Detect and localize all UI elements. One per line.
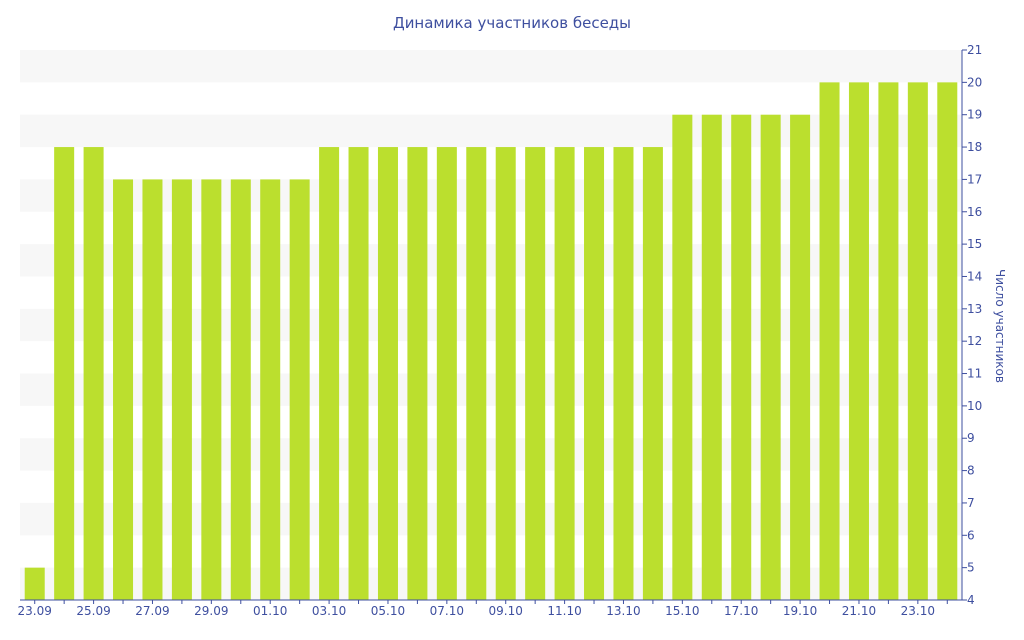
x-tick-label: 29.09 bbox=[194, 604, 228, 618]
bar bbox=[731, 114, 752, 601]
y-tick-label: 20 bbox=[967, 75, 982, 89]
y-tick-label: 19 bbox=[967, 108, 982, 122]
bar bbox=[554, 147, 575, 600]
bar bbox=[672, 114, 693, 601]
x-tick-label: 07.10 bbox=[430, 604, 464, 618]
x-tick-label: 05.10 bbox=[371, 604, 405, 618]
bar bbox=[260, 179, 281, 601]
bar bbox=[289, 179, 310, 601]
bar bbox=[142, 179, 163, 601]
bar bbox=[348, 147, 369, 600]
bars bbox=[24, 82, 958, 601]
bar bbox=[466, 147, 487, 600]
y-tick-label: 10 bbox=[967, 399, 982, 413]
bar bbox=[878, 82, 899, 600]
bar bbox=[230, 179, 251, 601]
grid-band bbox=[20, 50, 962, 83]
bar bbox=[642, 147, 663, 600]
y-tick-label: 5 bbox=[967, 561, 975, 575]
y-tick-label: 4 bbox=[967, 593, 975, 607]
y-tick-label: 12 bbox=[967, 334, 982, 348]
y-tick-label: 7 bbox=[967, 496, 975, 510]
y-tick-label: 21 bbox=[967, 43, 982, 57]
bar bbox=[83, 147, 104, 600]
bar bbox=[201, 179, 222, 601]
bar bbox=[54, 147, 75, 600]
y-tick-label: 8 bbox=[967, 464, 975, 478]
y-axis: 4 5 6 7 8 9 10 11 12 13 14 15 16 17 18 19 20 21 bbox=[961, 43, 982, 607]
bar bbox=[319, 147, 340, 600]
bar bbox=[525, 147, 546, 600]
x-axis: 23.09 25.09 27.09 29.09 01.10 03.10 05.10 07.10… bbox=[18, 599, 962, 618]
bar bbox=[407, 147, 428, 600]
bar bbox=[819, 82, 840, 600]
y-tick-label: 11 bbox=[967, 367, 982, 381]
bar bbox=[113, 179, 134, 601]
y-tick-label: 14 bbox=[967, 269, 982, 283]
y-axis-title: Число участников bbox=[993, 269, 1007, 383]
y-tick-label: 9 bbox=[967, 431, 975, 445]
bar bbox=[613, 147, 634, 600]
bar bbox=[937, 82, 958, 600]
bar bbox=[790, 114, 811, 601]
bar bbox=[760, 114, 781, 601]
x-tick-label: 25.09 bbox=[76, 604, 110, 618]
bar bbox=[171, 179, 192, 601]
y-tick-label: 15 bbox=[967, 237, 982, 251]
y-tick-label: 17 bbox=[967, 172, 982, 186]
x-tick-label: 23.09 bbox=[18, 604, 52, 618]
y-tick-label: 13 bbox=[967, 302, 982, 316]
x-tick-label: 03.10 bbox=[312, 604, 346, 618]
bar bbox=[377, 147, 398, 600]
chart-title: Динамика участников беседы bbox=[393, 14, 631, 32]
x-tick-label: 21.10 bbox=[842, 604, 876, 618]
bar bbox=[584, 147, 605, 600]
x-tick-label: 17.10 bbox=[724, 604, 758, 618]
bar bbox=[907, 82, 928, 600]
x-tick-label: 09.10 bbox=[489, 604, 523, 618]
x-tick-label: 19.10 bbox=[783, 604, 817, 618]
x-tick-label: 27.09 bbox=[135, 604, 169, 618]
y-tick-label: 6 bbox=[967, 528, 975, 542]
bar bbox=[436, 147, 457, 600]
y-tick-label: 16 bbox=[967, 205, 982, 219]
x-tick-label: 23.10 bbox=[901, 604, 935, 618]
bar bbox=[24, 567, 45, 600]
bar bbox=[848, 82, 869, 600]
x-tick-label: 15.10 bbox=[665, 604, 699, 618]
x-tick-label: 11.10 bbox=[547, 604, 581, 618]
bar bbox=[495, 147, 516, 600]
bar bbox=[701, 114, 722, 601]
y-tick-label: 18 bbox=[967, 140, 982, 154]
x-tick-label: 13.10 bbox=[606, 604, 640, 618]
x-tick-label: 01.10 bbox=[253, 604, 287, 618]
